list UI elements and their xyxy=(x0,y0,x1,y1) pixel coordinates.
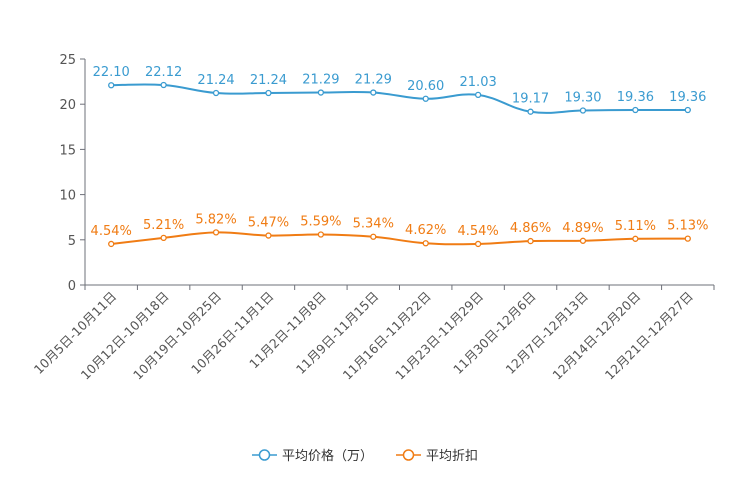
data-point[interactable] xyxy=(527,237,534,245)
legend-marker-icon xyxy=(402,449,415,461)
data-point[interactable] xyxy=(632,235,639,242)
series-layer: 22.10 22.12 21.24 21.24 21.29 21.29 20.60 21.03… xyxy=(91,65,708,248)
y-tick-label: 15 xyxy=(59,143,76,158)
data-label: 19.36 xyxy=(669,90,706,105)
data-point[interactable] xyxy=(422,95,429,102)
data-label: 4.54% xyxy=(457,224,498,239)
data-point[interactable] xyxy=(422,240,429,247)
series-2: 4.54% 5.21% 5.82% 5.47% 5.59% 5.34% 4.62% 4.54%… xyxy=(91,212,708,248)
data-label: 21.24 xyxy=(197,73,234,88)
data-label: 4.54% xyxy=(91,224,132,239)
data-label: 19.17 xyxy=(512,92,549,107)
legend-label: 平均价格（万） xyxy=(282,448,373,464)
y-tick-label: 5 xyxy=(68,234,76,249)
data-label: 22.12 xyxy=(145,65,182,80)
data-label: 19.30 xyxy=(564,91,601,106)
data-point[interactable] xyxy=(160,234,167,242)
x-tick-label: 11月16日-11月22日 xyxy=(340,289,434,383)
series-1: 22.10 22.12 21.24 21.24 21.29 21.29 20.60 21.03… xyxy=(93,65,706,115)
data-point[interactable] xyxy=(579,107,587,114)
data-point[interactable] xyxy=(108,82,115,89)
x-tick-label: 10月19日-10月25日 xyxy=(130,289,224,383)
x-tick-label: 12月21日-12月27日 xyxy=(602,289,696,383)
data-label: 4.86% xyxy=(510,221,551,236)
y-tick-label: 25 xyxy=(59,53,76,68)
x-tick-label: 12月14日-12月20日 xyxy=(549,289,643,383)
data-point[interactable] xyxy=(684,106,691,114)
data-label: 5.13% xyxy=(667,219,708,234)
data-point[interactable] xyxy=(317,231,325,238)
data-point[interactable] xyxy=(212,89,220,97)
data-point[interactable] xyxy=(160,81,167,89)
y-tick-label: 0 xyxy=(68,279,76,294)
series-line xyxy=(111,231,688,246)
data-label: 19.36 xyxy=(617,90,654,105)
data-point[interactable] xyxy=(684,235,691,242)
y-tick-label: 10 xyxy=(59,189,76,204)
data-label: 4.62% xyxy=(405,223,446,238)
data-label: 4.89% xyxy=(562,221,603,236)
data-point[interactable] xyxy=(212,229,220,236)
data-label: 21.24 xyxy=(250,73,287,88)
y-tick-label: 20 xyxy=(59,98,76,113)
data-label: 5.21% xyxy=(143,218,184,233)
data-point[interactable] xyxy=(527,108,534,115)
data-label: 5.47% xyxy=(248,216,289,231)
legend-label: 平均折扣 xyxy=(426,449,478,464)
series-line xyxy=(111,83,688,114)
data-point[interactable] xyxy=(632,106,639,114)
x-tick-label: 10月12日-10月18日 xyxy=(78,289,172,383)
data-label: 5.82% xyxy=(195,212,236,227)
data-label: 21.29 xyxy=(302,73,339,88)
data-point[interactable] xyxy=(317,89,325,96)
data-label: 5.11% xyxy=(615,219,656,234)
data-point[interactable] xyxy=(108,240,115,248)
data-point[interactable] xyxy=(265,232,272,239)
data-label: 21.03 xyxy=(460,75,497,90)
legend-marker-icon xyxy=(258,449,271,461)
data-point[interactable] xyxy=(474,91,482,99)
data-label: 21.29 xyxy=(355,73,392,88)
legend-item-1[interactable]: 平均价格（万） xyxy=(252,448,373,464)
data-point[interactable] xyxy=(370,233,377,240)
data-point[interactable] xyxy=(579,237,587,244)
data-point[interactable] xyxy=(265,89,272,97)
legend-item-2[interactable]: 平均折扣 xyxy=(396,449,478,464)
data-point[interactable] xyxy=(474,240,482,248)
data-label: 5.34% xyxy=(353,217,394,232)
x-tick-label: 11月23日-11月29日 xyxy=(392,289,486,383)
data-label: 20.60 xyxy=(407,79,444,94)
data-label: 22.10 xyxy=(93,65,130,80)
data-point[interactable] xyxy=(370,89,377,96)
legend[interactable]: 平均价格（万） 平均折扣 xyxy=(252,448,478,464)
data-label: 5.59% xyxy=(300,214,341,229)
